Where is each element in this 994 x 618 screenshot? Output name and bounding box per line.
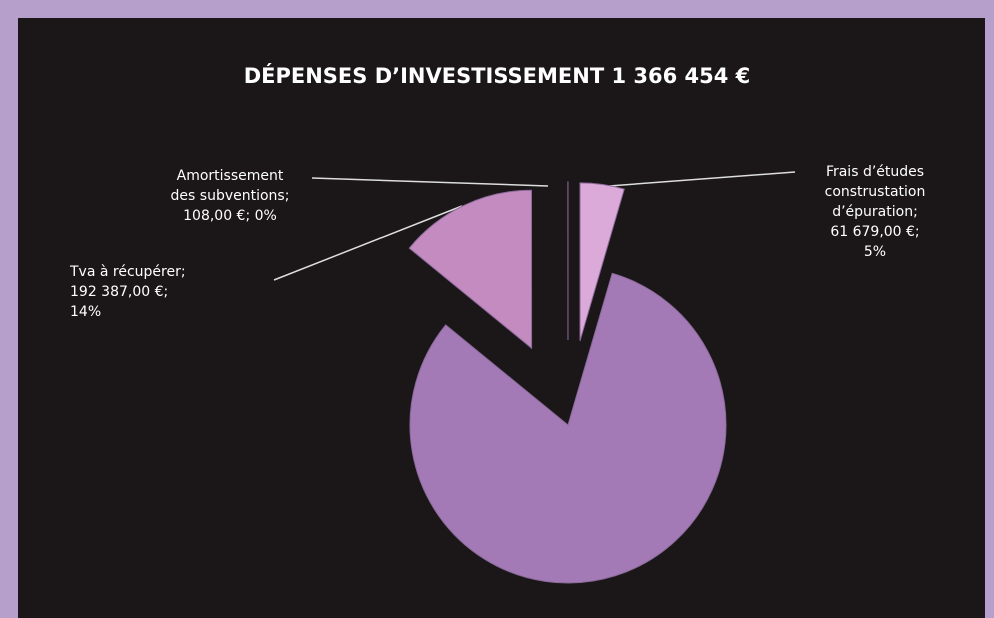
leader-line — [581, 171, 796, 189]
chart-title: DÉPENSES D’INVESTISSEMENT 1 366 454 € — [243, 64, 751, 88]
pie-slice — [408, 189, 533, 350]
leader-line — [273, 205, 463, 281]
data-label: Frais d’études construstation d’épuratio… — [824, 164, 926, 260]
leader-line — [311, 177, 549, 187]
pie-slice — [579, 182, 625, 341]
data-label: Amortissement des subventions; 108,00 €;… — [170, 168, 290, 224]
pie-slice — [409, 272, 727, 584]
data-label: Tva à récupérer; 192 387,00 €; 14% — [70, 264, 186, 320]
